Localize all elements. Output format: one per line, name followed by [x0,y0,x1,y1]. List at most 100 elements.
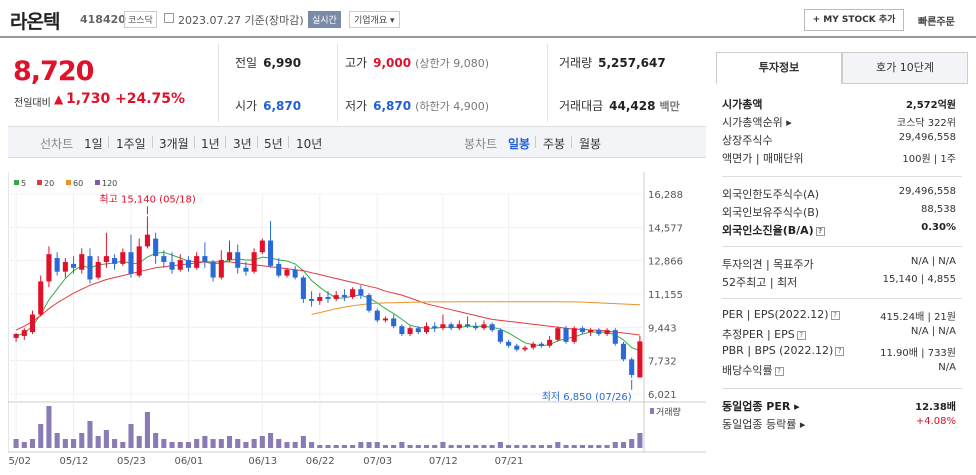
tab-10year[interactable]: 10년 [296,137,323,151]
volume-bar [259,436,265,448]
info-row: 시가총액 2,572억원 [722,94,956,112]
candle-body [415,328,421,333]
ma-line [311,301,640,315]
candle-body [538,343,544,346]
volume-value: 5,257,647 [598,56,666,70]
volume-bar [153,433,159,448]
tab-1week[interactable]: 1주일 [116,137,146,151]
volume-bar [555,442,561,448]
tab-daily[interactable]: 일봉 [508,137,531,151]
volume-bar [423,445,430,448]
chart-period-tabs: 선차트 1일 1주일 3개월 1년 3년 5년 10년 봉차트 일봉 주봉 월봉 [8,126,706,158]
volume-bar [202,436,208,448]
company-overview-dropdown[interactable]: 기업개요 ▾ [349,11,400,28]
volume-bar [579,445,585,448]
tab-5year[interactable]: 5년 [264,137,283,151]
tab-investment-info[interactable]: 투자정보 [716,52,842,84]
open-label: 시가 [235,99,258,113]
add-mystock-button[interactable]: + MY STOCK 추가 [804,9,904,31]
realtime-button[interactable]: 실시간 [308,11,341,28]
volume-bar [456,445,462,448]
tab-3year[interactable]: 3년 [233,137,252,151]
info-row: PER | EPS(2022.12)? 415.24배 | 21원 [722,306,956,324]
candle-body [407,328,413,335]
candle-body [29,314,36,333]
volume-bar [38,424,44,448]
legend-swatch [14,180,19,185]
divider [547,44,548,122]
volume-bar [21,442,27,448]
candle-body [456,324,462,329]
high-label: 고가 [345,56,368,70]
volume-legend-swatch [650,408,654,414]
info-value: 0.30% [921,222,956,233]
candlestick-chart[interactable]: 16,288 14,577 12,866 11,155 9,443 7,732 6,021 0… [8,172,706,472]
info-value: 415.24배 | 21원 [880,312,956,323]
candle-body [120,252,126,264]
help-icon[interactable]: ? [830,311,840,320]
tab-monthly[interactable]: 월봉 [579,137,602,151]
volume-bar [374,442,380,448]
candle-body [489,324,495,331]
info-value: 2,572억원 [905,100,956,111]
tab-3month[interactable]: 3개월 [159,137,189,151]
info-row: 배당수익률? N/A [722,360,956,378]
candle-body [87,256,93,280]
info-label: PBR | BPS (2022.12)? [722,344,845,357]
volume-bar [620,442,627,448]
candle-body [481,324,487,329]
candle-body [251,252,257,272]
upper-limit: (상한가 9,080) [415,57,489,70]
info-value: N/A [938,362,956,373]
candle-body [259,240,265,253]
section-divider [722,246,962,247]
x-tick-label: 07/03 [363,456,392,467]
volume-bar [325,445,331,448]
info-label: 52주최고 | 최저 [722,276,798,289]
section-divider [722,176,962,177]
current-price: 8,720 [13,56,94,87]
candle-body [103,256,109,262]
tab-weekly[interactable]: 주봉 [543,137,566,151]
candle-body [317,297,323,301]
volume-bar [506,445,512,448]
candle-body [358,289,364,296]
info-label: 투자의견 | 목표주가 [722,258,814,271]
help-icon[interactable]: ? [796,331,806,340]
tab-1year[interactable]: 1년 [201,137,220,151]
candle-body [136,246,142,276]
quick-order-button[interactable]: 빠른주문 [918,17,955,28]
info-row: 외국인한도주식수(A) 29,496,558 [722,184,956,202]
lower-limit: (하한가 4,900) [415,100,489,113]
candle-body [46,254,52,282]
info-label: 동일업종 PER ▸ [722,400,800,413]
candle-body [71,263,77,268]
volume-bar [604,445,610,448]
info-label: 외국인보유주식수(B) [722,206,820,219]
legend-label: 5 [21,179,26,188]
tab-order-book[interactable]: 호가 10단계 [842,52,968,84]
candle-body [177,259,183,270]
prev-close: 전일 6,990 [235,54,301,71]
info-label: 외국인소진율(B/A)? [722,222,825,238]
volume-label: 거래량 [559,56,593,70]
candle-body [95,261,101,278]
volume-bar [514,445,520,448]
info-label: 동일업종 등락률 ▸ [722,418,806,431]
candle-body [588,330,594,333]
volume-bar [358,442,364,448]
change-label: 전일대비 [14,98,51,109]
base-date: 2023.07.27 기준(장마감) [178,14,304,27]
volume-bar [29,439,36,448]
tab-1day[interactable]: 1일 [84,137,103,151]
help-icon[interactable]: ? [815,227,825,236]
candle-body [382,318,388,321]
market-badge: 코스닥 [124,11,157,28]
help-icon[interactable]: ? [835,347,845,356]
volume-bar [161,439,167,448]
help-icon[interactable]: ? [774,367,784,376]
y-tick-label: 16,288 [648,190,683,201]
candle-body [341,295,347,298]
volume-bar [341,445,347,448]
candle-body [128,252,134,274]
